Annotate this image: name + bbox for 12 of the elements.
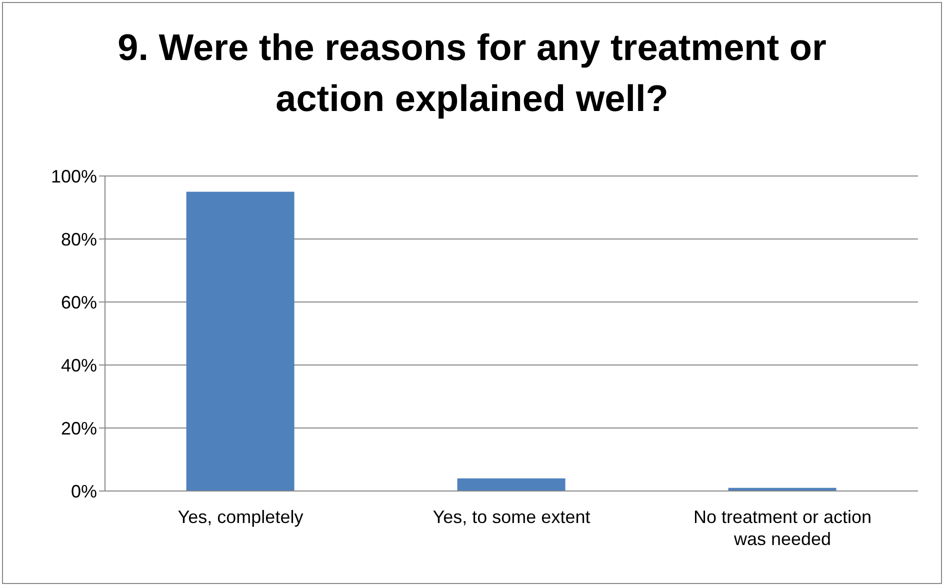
bar xyxy=(186,192,294,491)
bar xyxy=(457,478,566,491)
y-tick-label: 80% xyxy=(60,229,97,250)
y-tick-label: 20% xyxy=(60,418,97,438)
y-tick-label: 60% xyxy=(60,292,97,312)
y-tick-label: 100% xyxy=(50,166,97,186)
y-tick-label: 0% xyxy=(70,481,97,502)
x-tick-label: No treatment or action was needed xyxy=(693,507,872,549)
y-tick-label: 40% xyxy=(60,355,97,376)
x-tick-label: Yes, completely xyxy=(178,507,304,527)
chart-title: 9. Were the reasons for any treatment or action explained well? xyxy=(116,26,828,121)
x-tick-label: Yes, to some extent xyxy=(432,507,590,527)
